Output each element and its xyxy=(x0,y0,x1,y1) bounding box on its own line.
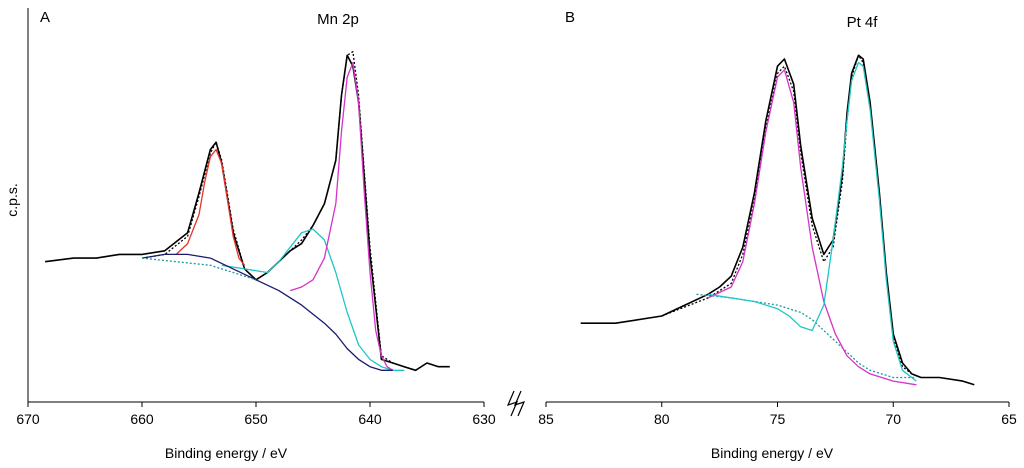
series-line-background-shirley- xyxy=(141,253,393,371)
panel-b-pt-4f: B Pt 4f Binding energy / eV 85 80 75 70 65 xyxy=(538,9,1017,461)
panel-a-title: Mn 2p xyxy=(317,11,359,28)
x-tick-label: 65 xyxy=(1001,411,1017,427)
panel-b-ticks: 85 80 75 70 65 xyxy=(538,402,1017,427)
x-tick-label: 640 xyxy=(358,411,382,427)
panel-b-label: B xyxy=(565,9,575,26)
series-line-raw-data xyxy=(44,54,450,372)
panel-a-series xyxy=(44,51,450,372)
axis-break-icon xyxy=(506,390,526,417)
panel-b-title: Pt 4f xyxy=(847,14,879,31)
panel-b-x-axis-title: Binding energy / eV xyxy=(711,445,834,461)
series-line-satellite xyxy=(221,228,405,371)
x-tick-label: 670 xyxy=(16,411,40,427)
panel-a-x-axis-title: Binding energy / eV xyxy=(165,445,288,461)
x-tick-label: 85 xyxy=(538,411,554,427)
x-tick-label: 630 xyxy=(472,411,496,427)
x-tick-label: 650 xyxy=(244,411,268,427)
series-line-pt-4f7-2 xyxy=(707,61,917,382)
series-line-raw-data xyxy=(580,54,975,386)
x-tick-label: 80 xyxy=(654,411,670,427)
panel-a-ticks: 670 660 650 640 630 xyxy=(16,402,496,427)
series-line-mn-2p3-2 xyxy=(290,61,394,371)
series-line-background-dotted- xyxy=(141,257,257,281)
series-line-mn-2p1-2 xyxy=(175,148,246,266)
x-tick-label: 70 xyxy=(885,411,901,427)
x-tick-label: 75 xyxy=(770,411,786,427)
panel-b-series xyxy=(580,54,975,386)
series-line-pt-4f7-2-background xyxy=(696,293,917,379)
y-axis-label: c.p.s. xyxy=(4,183,20,216)
panel-a-label: A xyxy=(40,9,50,26)
series-line-pt-4f5-2 xyxy=(707,69,917,386)
panel-a-mn-2p: A Mn 2p Binding energy / eV 670 660 650 640… xyxy=(16,8,496,461)
series-line-envelope-fit xyxy=(141,51,416,371)
x-tick-label: 660 xyxy=(130,411,154,427)
